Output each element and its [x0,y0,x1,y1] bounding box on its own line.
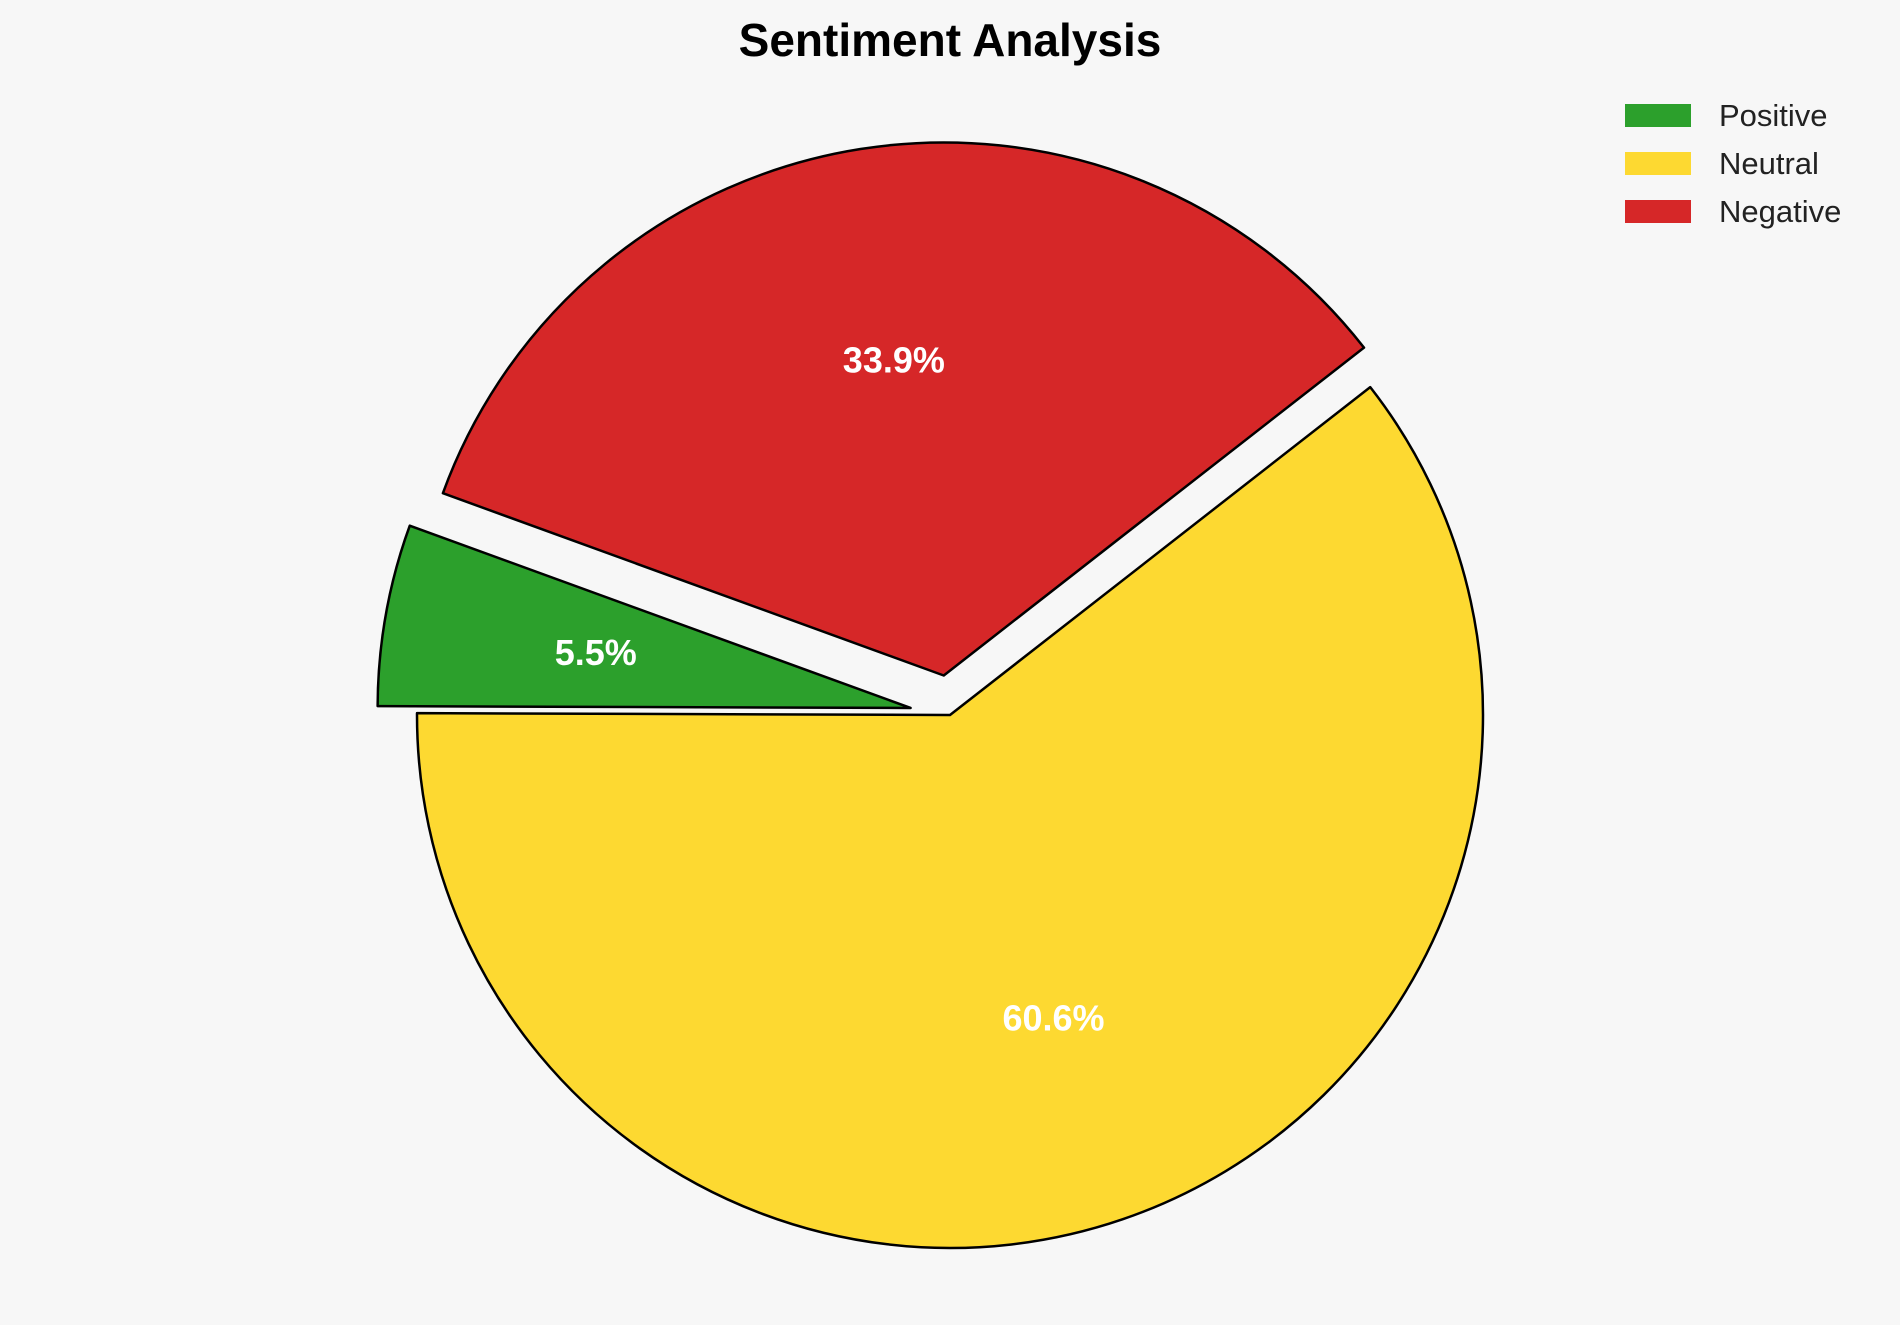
legend-label-negative: Negative [1719,194,1841,229]
legend-swatch-positive [1625,104,1691,127]
pie-label-negative: 33.9% [843,340,945,381]
pie-label-neutral: 60.6% [1002,998,1104,1039]
pie-slice-neutral [415,385,1485,1250]
pie-label-positive: 5.5% [555,632,637,673]
pie-slice-negative [441,141,1366,677]
legend-swatch-negative [1625,200,1691,223]
legend-label-positive: Positive [1719,98,1828,133]
legend-swatch-neutral [1625,152,1691,175]
legend-label-neutral: Neutral [1719,146,1819,181]
legend: Positive Neutral Negative [1625,98,1841,229]
pie-slice-positive [376,524,912,710]
pie-percent-labels: 5.5% 60.6% 33.9% [555,340,1105,1039]
chart-title: Sentiment Analysis [739,14,1162,66]
pie-slices [376,141,1485,1250]
